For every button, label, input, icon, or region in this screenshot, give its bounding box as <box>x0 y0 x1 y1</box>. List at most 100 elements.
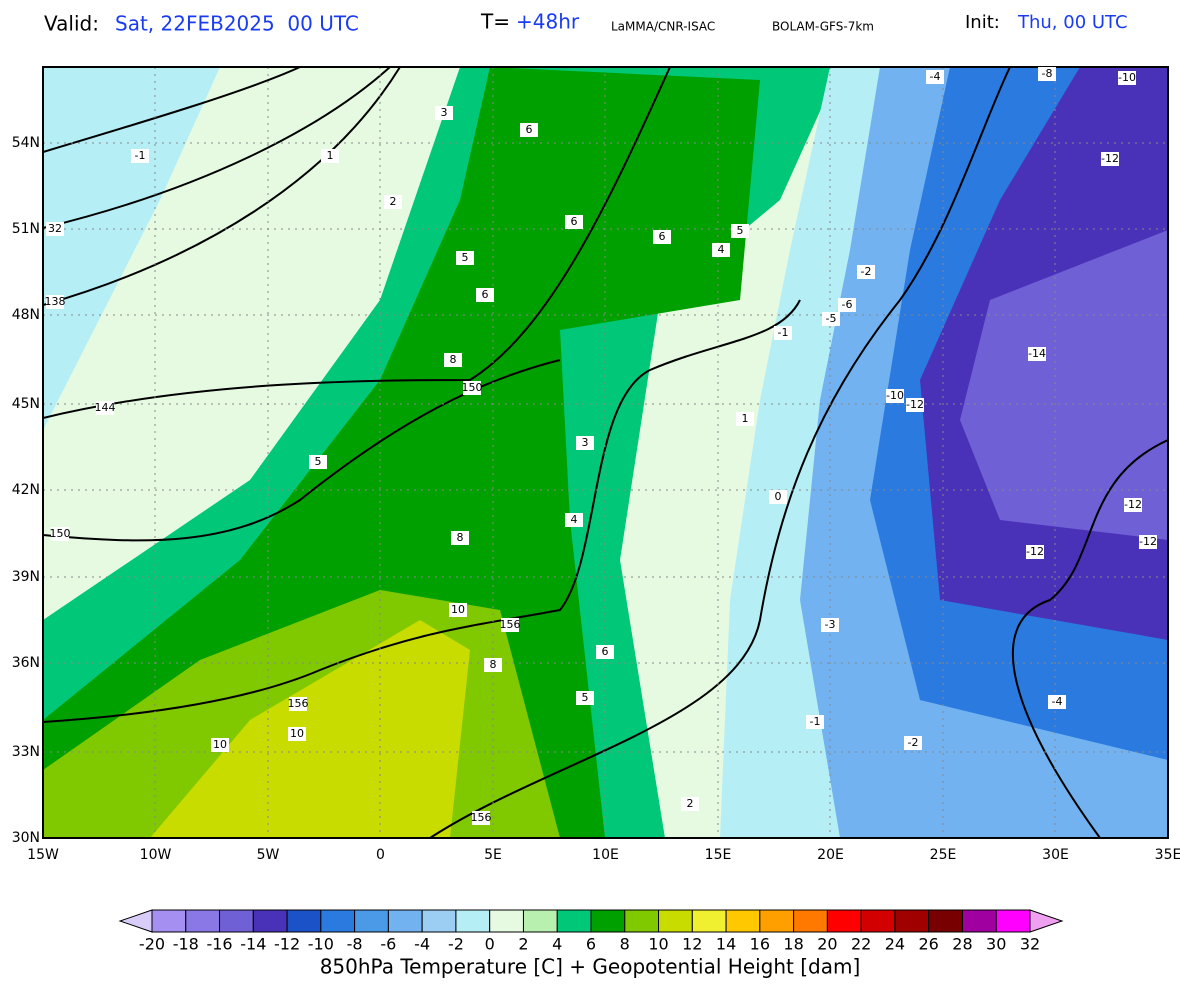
lat-label: 51N <box>12 221 40 237</box>
contour-label: -12 <box>1124 498 1142 511</box>
colorbar-box <box>826 909 862 933</box>
colorbar-title: 850hPa Temperature [C] + Geopotential He… <box>320 955 861 979</box>
contour-label-box <box>449 603 467 617</box>
contour-label: 3 <box>582 436 589 449</box>
colorbar-label: 0 <box>485 935 495 954</box>
colorbar-label: 24 <box>885 935 905 954</box>
contour-label-box <box>731 224 749 238</box>
colorbar-box <box>725 909 761 933</box>
lon-label: 20E <box>817 847 844 863</box>
colorbar-label: 6 <box>586 935 596 954</box>
contour-label: 4 <box>571 513 578 526</box>
contour-label-box <box>565 215 583 229</box>
source: LaMMA/CNR-ISAC <box>611 20 715 34</box>
colorbar-label: -10 <box>308 935 334 954</box>
colorbar-label: -14 <box>240 935 266 954</box>
colorbar-box <box>522 909 558 933</box>
contour-label: 2 <box>687 797 694 810</box>
contour-label-box <box>484 658 502 672</box>
lat-label: 54N <box>12 135 40 151</box>
contour-label: 1 <box>742 412 749 425</box>
colorbar-box <box>894 909 930 933</box>
lat-label: 30N <box>12 830 40 846</box>
colorbar-label: -8 <box>347 935 363 954</box>
lon-label: 15E <box>705 847 732 863</box>
contour-label: 6 <box>482 288 489 301</box>
colorbar-label: -4 <box>414 935 430 954</box>
colorbar-label: -12 <box>274 935 300 954</box>
contour-label: 1 <box>327 149 334 162</box>
colorbar-label: 12 <box>682 935 702 954</box>
contour-label: 150 <box>462 381 483 394</box>
contour-label-box <box>321 149 339 163</box>
init-time: Thu, 00 UTC <box>1017 12 1128 33</box>
contour-label: 150 <box>50 527 71 540</box>
contour-label: -2 <box>861 265 872 278</box>
contour-label: 2 <box>390 195 397 208</box>
colorbar-box <box>793 909 828 933</box>
valid-label: Valid: <box>44 12 99 36</box>
colorbar-label: 30 <box>986 935 1006 954</box>
colorbar-label: 14 <box>716 935 736 954</box>
colorbar-label: -6 <box>380 935 396 954</box>
contour-label-box <box>1038 67 1056 81</box>
colorbar-label: 16 <box>750 935 770 954</box>
contour-label: 8 <box>457 531 464 544</box>
contour-label: 5 <box>315 455 322 468</box>
contour-label-box <box>774 326 792 340</box>
colorbar-box <box>759 909 795 933</box>
colorbar-label: 32 <box>1020 935 1040 954</box>
colorbar-high <box>1029 909 1064 933</box>
lat-label: 42N <box>12 482 40 498</box>
contour-label-box <box>435 106 453 120</box>
contour-label-box <box>821 618 839 632</box>
contour-label: -6 <box>842 298 853 311</box>
contour-label-box <box>131 149 149 163</box>
contour-label: 10 <box>290 727 304 740</box>
contour-label-box <box>456 251 474 265</box>
contour-label: 3 <box>441 106 448 119</box>
colorbar-box <box>624 909 660 933</box>
colorbar-box <box>860 909 896 933</box>
colorbar-box <box>590 909 626 933</box>
contour-label-box <box>309 455 327 469</box>
contour-label-box <box>463 381 481 395</box>
colorbar-box <box>455 909 491 933</box>
colorbar-label: 10 <box>648 935 668 954</box>
colorbar-box <box>151 909 187 933</box>
contour-label-box <box>96 401 114 415</box>
colorbar-box <box>320 909 356 933</box>
colorbar-label: -20 <box>139 935 165 954</box>
contour-label: -4 <box>1052 695 1063 708</box>
colorbar-box <box>556 909 592 933</box>
contour-label-box <box>596 645 614 659</box>
colorbar-box <box>489 909 524 933</box>
contour-label-box <box>681 797 699 811</box>
contour-label-box <box>576 436 594 450</box>
init-label: Init: <box>965 12 1000 33</box>
contour-label-box <box>51 527 69 541</box>
contour-label: 32 <box>48 222 62 235</box>
contour-label: -2 <box>908 736 919 749</box>
lon-label: 15W <box>27 847 59 863</box>
colorbar-box <box>286 909 322 933</box>
contour-label: -10 <box>1118 71 1136 84</box>
colorbar-box <box>354 909 389 933</box>
contour-label-box <box>451 531 469 545</box>
contour-label: -12 <box>906 398 924 411</box>
contour-label-box <box>288 727 306 741</box>
contour-label-box <box>822 312 840 326</box>
map-field <box>43 67 1168 838</box>
contour-label-box <box>806 715 824 729</box>
colorbar-label: -16 <box>206 935 232 954</box>
contour-label-box <box>1118 71 1136 85</box>
contour-label: -1 <box>810 715 821 728</box>
lon-label: 5W <box>257 847 280 863</box>
contour-label-box <box>520 123 538 137</box>
contour-label-box <box>1028 347 1046 361</box>
contour-label: 6 <box>602 645 609 658</box>
contour-label-box <box>838 298 856 312</box>
contour-label: -1 <box>778 326 789 339</box>
contour-label: 6 <box>571 215 578 228</box>
